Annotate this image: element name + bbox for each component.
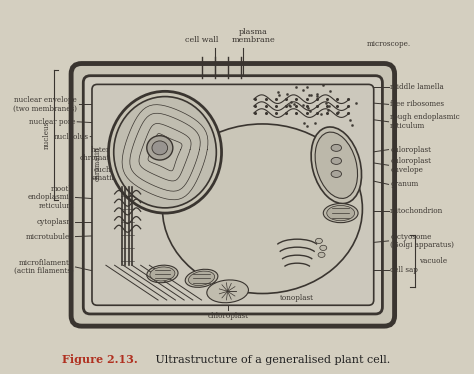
Ellipse shape bbox=[109, 91, 221, 213]
Text: vacuole: vacuole bbox=[419, 257, 447, 265]
FancyBboxPatch shape bbox=[83, 76, 383, 314]
FancyBboxPatch shape bbox=[71, 64, 394, 326]
Text: chloroplast: chloroplast bbox=[390, 145, 431, 154]
Text: cell sap: cell sap bbox=[390, 266, 418, 274]
Ellipse shape bbox=[147, 136, 173, 160]
Text: middle lamella: middle lamella bbox=[390, 83, 444, 91]
Text: chloroplast: chloroplast bbox=[207, 312, 248, 320]
Text: chloroplast
envelope: chloroplast envelope bbox=[390, 157, 431, 174]
Ellipse shape bbox=[323, 203, 358, 223]
Text: euchr-
omatin: euchr- omatin bbox=[92, 166, 117, 182]
Ellipse shape bbox=[331, 144, 342, 151]
Ellipse shape bbox=[318, 252, 325, 257]
Text: Ultrastructure of a generalised plant cell.: Ultrastructure of a generalised plant ce… bbox=[152, 355, 390, 365]
Ellipse shape bbox=[189, 271, 215, 285]
Text: nuclear envelope
(two membranes): nuclear envelope (two membranes) bbox=[13, 96, 77, 113]
Text: nucleus: nucleus bbox=[43, 121, 51, 149]
Ellipse shape bbox=[311, 127, 362, 203]
Text: tonoplast: tonoplast bbox=[280, 294, 314, 302]
Ellipse shape bbox=[320, 245, 327, 251]
Ellipse shape bbox=[327, 205, 355, 221]
Ellipse shape bbox=[147, 265, 178, 283]
Ellipse shape bbox=[207, 280, 248, 303]
Text: microtubules: microtubules bbox=[26, 233, 74, 240]
Ellipse shape bbox=[331, 171, 342, 177]
Ellipse shape bbox=[331, 157, 342, 165]
Text: dictyosome
(Golgi apparatus): dictyosome (Golgi apparatus) bbox=[390, 233, 454, 249]
Text: rough endoplasmic
reticulum: rough endoplasmic reticulum bbox=[390, 113, 460, 130]
Text: cell wall: cell wall bbox=[185, 36, 218, 45]
Text: mooth
endoplasmic
reticulum: mooth endoplasmic reticulum bbox=[28, 185, 74, 210]
Ellipse shape bbox=[315, 132, 357, 199]
Text: free ribosomes: free ribosomes bbox=[390, 100, 444, 108]
Text: microfilaments
(actin filaments): microfilaments (actin filaments) bbox=[14, 259, 74, 275]
Ellipse shape bbox=[185, 269, 218, 287]
FancyBboxPatch shape bbox=[92, 85, 374, 305]
Text: cytoplasm: cytoplasm bbox=[36, 218, 74, 226]
Text: mitochondrion: mitochondrion bbox=[390, 207, 444, 215]
Text: Figure 2.13.: Figure 2.13. bbox=[62, 354, 137, 365]
Text: granum: granum bbox=[390, 180, 419, 188]
Ellipse shape bbox=[114, 96, 216, 208]
Text: hetero-
chromatin: hetero- chromatin bbox=[80, 145, 117, 162]
Ellipse shape bbox=[163, 124, 363, 294]
Text: microscope.: microscope. bbox=[367, 40, 411, 48]
Ellipse shape bbox=[316, 238, 322, 243]
Ellipse shape bbox=[150, 267, 175, 281]
Ellipse shape bbox=[152, 141, 168, 155]
Text: plasma
membrane: plasma membrane bbox=[232, 28, 275, 45]
Text: nuclear pore: nuclear pore bbox=[29, 118, 75, 126]
Text: nucleolus: nucleolus bbox=[54, 132, 89, 141]
Text: chromatin: chromatin bbox=[93, 146, 101, 181]
